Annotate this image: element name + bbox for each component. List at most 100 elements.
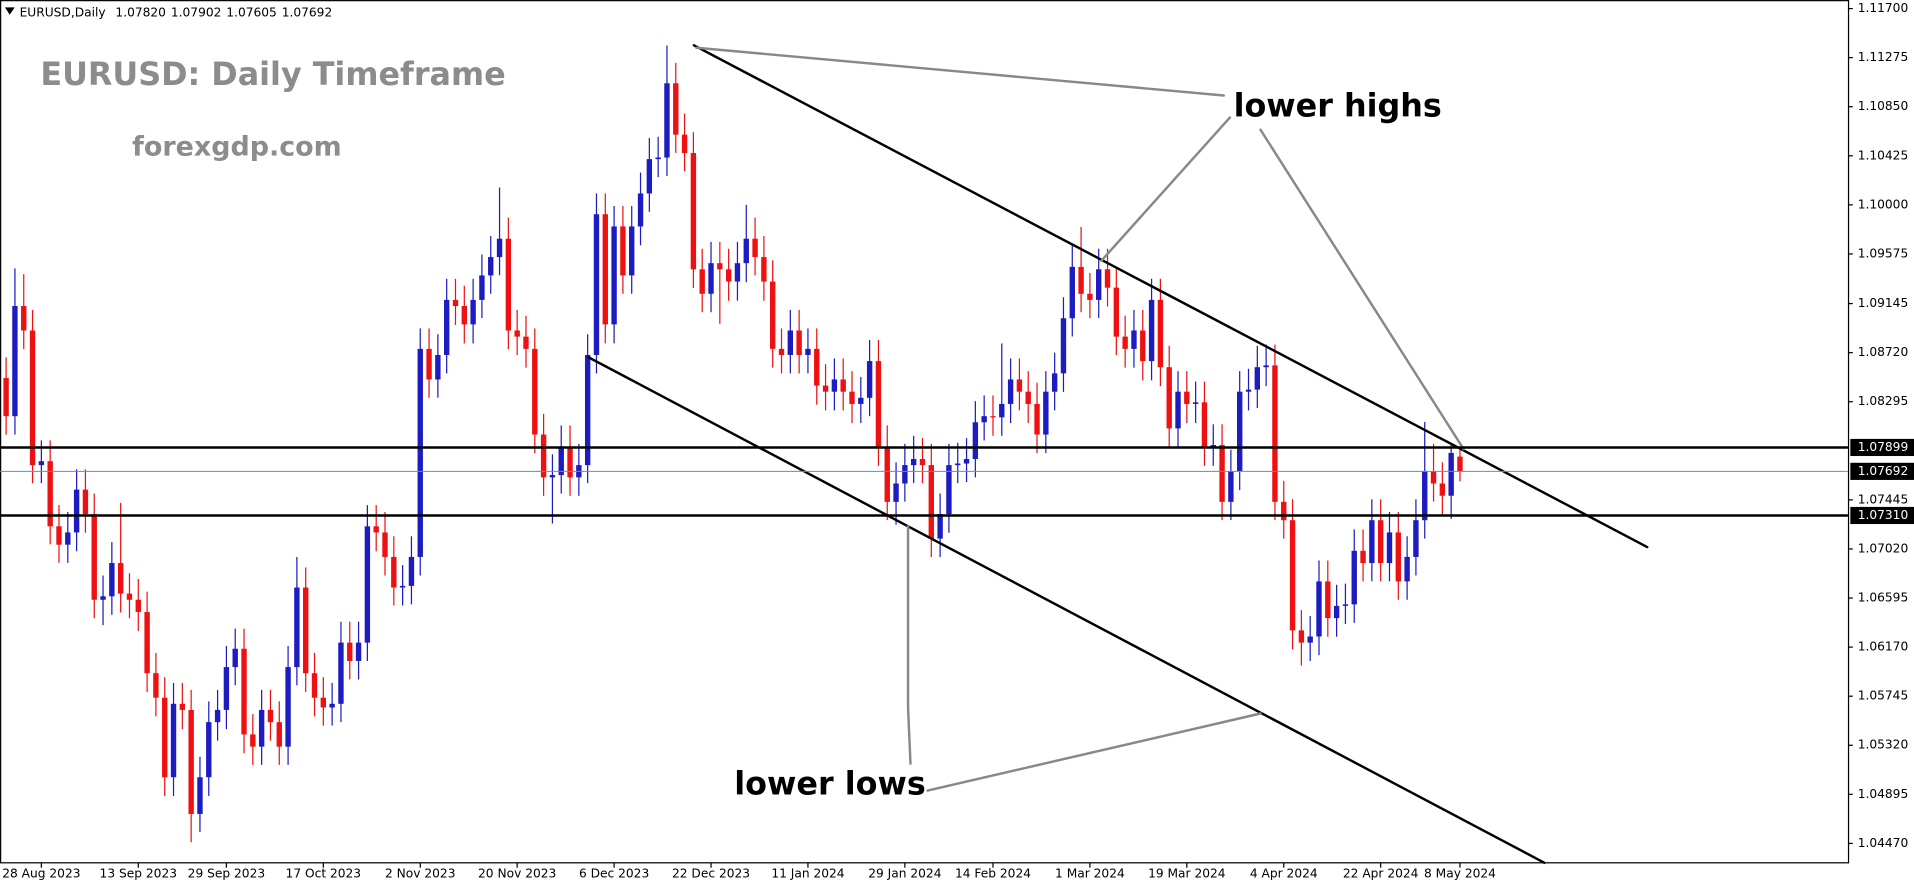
level-label: 1.07899	[1858, 440, 1909, 454]
x-tick-label: 22 Dec 2023	[672, 866, 750, 880]
header-arrow	[4, 7, 15, 15]
candle-body	[937, 514, 943, 539]
x-tick-label: 13 Sep 2023	[100, 866, 177, 880]
candle-body	[206, 722, 212, 778]
candle-body	[655, 157, 661, 160]
candle-body	[1307, 636, 1313, 643]
upper-channel	[692, 44, 1649, 549]
candle-body	[1140, 330, 1146, 362]
candle-body	[1245, 389, 1252, 392]
candle-body	[1430, 471, 1437, 484]
candle-body	[761, 257, 767, 282]
candle-body	[1192, 402, 1199, 404]
candle-body	[725, 269, 732, 282]
y-tick-label: 1.06595	[1858, 591, 1909, 605]
candle-body	[1263, 365, 1269, 368]
y-tick-label: 1.06170	[1858, 640, 1909, 654]
level-label: 1.07310	[1858, 508, 1909, 522]
candle-body	[1254, 367, 1261, 390]
header-open: 1.07820	[115, 5, 166, 19]
candle-body	[355, 642, 362, 661]
candle-body	[12, 306, 18, 417]
candle-body	[479, 275, 485, 300]
candle-body	[3, 378, 9, 417]
x-tick-label: 29 Jan 2024	[868, 866, 941, 880]
x-tick-label: 28 Aug 2023	[2, 866, 80, 880]
x-tick-label: 17 Oct 2023	[286, 866, 362, 880]
candle-body	[188, 709, 194, 814]
current-price-label: 1.07692	[1858, 464, 1909, 478]
candle-body	[1395, 532, 1401, 582]
annotation: lower lows	[734, 765, 925, 803]
candle-body	[955, 463, 961, 466]
candle-body	[1034, 403, 1040, 435]
candle-body	[470, 299, 476, 325]
candle-body	[814, 348, 820, 386]
candle-body	[963, 459, 970, 464]
candle-body	[100, 596, 106, 600]
x-tick-label: 4 Apr 2024	[1250, 866, 1318, 880]
y-tick-label: 1.04895	[1858, 787, 1909, 801]
candle-body	[584, 354, 591, 466]
y-tick-label: 1.09575	[1858, 246, 1909, 260]
x-tick-label: 6 Dec 2023	[579, 866, 649, 880]
annotation: lower highs	[1234, 87, 1442, 125]
candle-body	[135, 599, 141, 613]
candle-body	[1087, 293, 1093, 300]
x-tick-label: 2 Nov 2023	[385, 866, 456, 880]
candle-body	[919, 459, 926, 466]
candle-body	[690, 153, 697, 270]
candle-body	[1422, 471, 1428, 521]
candle-body	[1228, 471, 1234, 502]
candle-body	[752, 238, 758, 258]
candle-body	[408, 556, 415, 586]
candle-body	[153, 673, 159, 698]
candle-body	[223, 667, 230, 710]
candle-body	[320, 697, 327, 708]
candle-body	[338, 642, 344, 704]
candle-body	[347, 642, 353, 661]
x-tick-label: 14 Feb 2024	[955, 866, 1031, 880]
candle-body	[1104, 269, 1111, 288]
candle-body	[558, 446, 564, 476]
candle-body	[258, 709, 265, 747]
candle-body	[1272, 365, 1278, 502]
candle-body	[232, 648, 238, 668]
candle-body	[1439, 483, 1446, 496]
candle-body	[285, 667, 291, 747]
candle-body	[1289, 520, 1296, 631]
candle-body	[294, 587, 300, 668]
candle-body	[593, 214, 600, 355]
candle-body	[831, 379, 838, 392]
candle-body	[21, 306, 27, 331]
candle-body	[549, 475, 556, 478]
candle-body	[505, 238, 512, 331]
candle-body	[1184, 391, 1190, 404]
candle-body	[73, 489, 80, 533]
candle-body	[822, 385, 829, 392]
candle-body	[170, 703, 177, 778]
candle-body	[29, 330, 36, 466]
candle-body	[1201, 402, 1208, 447]
candle-body	[109, 563, 115, 597]
candle-body	[673, 83, 679, 135]
candle-body	[866, 361, 873, 398]
candle-body	[65, 532, 71, 545]
candle-body	[250, 734, 256, 747]
candle-body	[646, 159, 653, 194]
candle-body	[910, 459, 917, 466]
candle-body	[382, 532, 388, 557]
x-tick-label: 22 Apr 2024	[1343, 866, 1419, 880]
level-box	[1850, 506, 1914, 525]
x-tick-label: 29 Sep 2023	[188, 866, 265, 880]
candle-body	[1210, 445, 1216, 447]
level-box	[1850, 438, 1914, 457]
candle-body	[1377, 520, 1384, 564]
candle-body	[1369, 520, 1375, 564]
candle-body	[858, 397, 864, 404]
candle-body	[1131, 330, 1137, 349]
candle-body	[1060, 318, 1067, 374]
candle-body	[1043, 391, 1049, 435]
candle-body	[267, 709, 274, 723]
